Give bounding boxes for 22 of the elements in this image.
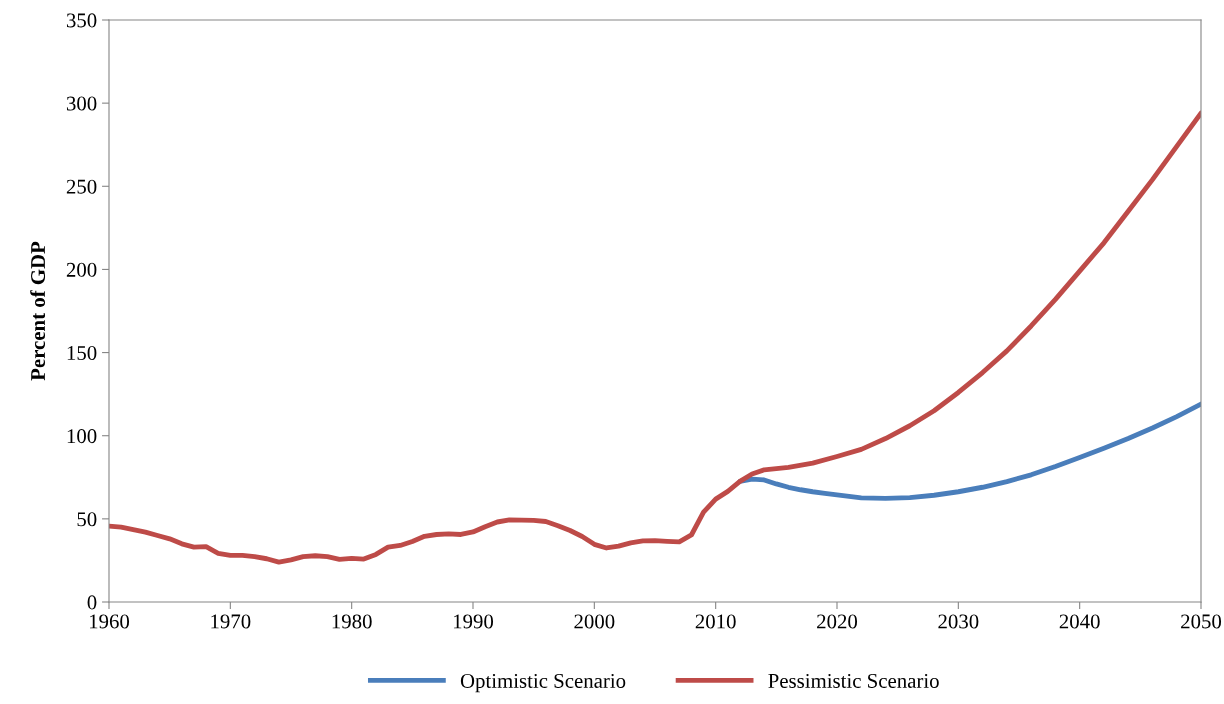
x-tick-label: 2000 — [574, 614, 615, 629]
y-tick-label: 150 — [67, 345, 97, 360]
legend-label: Pessimistic Scenario — [768, 673, 939, 688]
x-tick-label: 1980 — [332, 614, 372, 629]
x-tick-label: 2040 — [1059, 614, 1100, 629]
y-axis-title: Percent of GDP — [30, 241, 46, 381]
line-series — [109, 110, 1201, 565]
x-tick-label: 1960 — [90, 614, 130, 629]
y-tick-label: 100 — [67, 429, 97, 444]
x-tick-label: 2050 — [1181, 614, 1222, 629]
y-tick-label: 50 — [77, 512, 97, 527]
x-tick-label: 2030 — [938, 614, 979, 629]
x-tick-label: 1970 — [211, 614, 251, 629]
y-tick-label: 300 — [66, 96, 97, 111]
x-tick-label: 2020 — [817, 614, 858, 629]
y-tick-label: 250 — [66, 179, 97, 194]
y-tick-label: 350 — [66, 13, 97, 28]
y-tick-label: 0 — [87, 595, 97, 610]
x-tick-label: 1990 — [454, 614, 494, 629]
legend-label: Optimistic Scenario — [460, 673, 626, 693]
x-tick-label: 2010 — [695, 614, 736, 629]
y-tick-label: 200 — [66, 262, 97, 277]
